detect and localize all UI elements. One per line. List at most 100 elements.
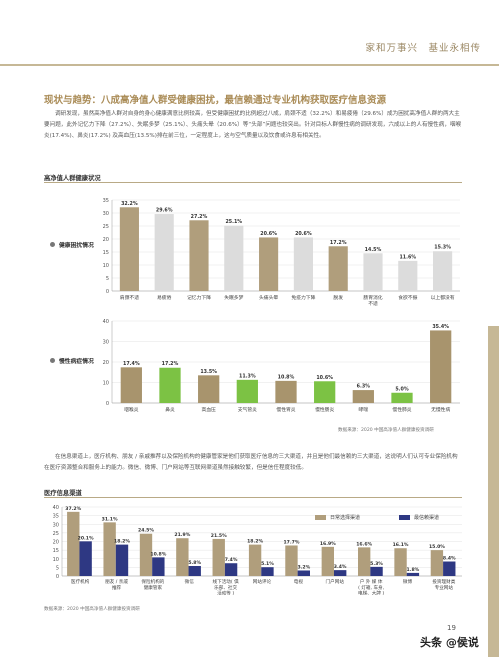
data-label: 18.2% — [247, 539, 263, 545]
x-tick-label: 医疗机构 — [71, 578, 90, 585]
y-tick-label: 40 — [103, 319, 109, 325]
y-tick-label: 0 — [106, 289, 109, 295]
x-tick-label: 保险机构的健康管家 — [141, 578, 164, 591]
y-tick-label: 25 — [53, 531, 59, 537]
y-tick-label: 35 — [53, 514, 59, 520]
bar — [224, 225, 244, 291]
subsection-health-status: 高净值人群健康状况 — [44, 175, 101, 182]
bar — [198, 375, 220, 403]
data-label: 32.2% — [121, 201, 138, 207]
health-issues-label: 健康困扰情况 — [50, 240, 94, 249]
y-tick-label: 10 — [103, 263, 109, 269]
daily-channel-bar — [67, 511, 80, 576]
data-label: 20.6% — [260, 231, 277, 237]
medical-info-channel-chart: 0 5 10 15 20 25 30 35 40 37.2% 20.1% 医疗机构 31.1% 18.2%… — [53, 505, 462, 597]
x-tick-label: 肠胃消化不适 — [363, 294, 382, 307]
trusted-channel-bar — [443, 561, 456, 576]
data-label: 15.0% — [429, 544, 445, 550]
bullet-icon — [50, 358, 55, 363]
x-tick-label: 慢性胃炎 — [276, 406, 295, 413]
data-label: 10.6% — [316, 375, 333, 381]
y-tick-label: 10 — [53, 557, 59, 563]
x-tick-label: 免疫力下降 — [291, 294, 315, 301]
x-tick-label: 慢性肺炎 — [392, 406, 411, 413]
trusted-channel-bar — [370, 566, 383, 576]
bar — [189, 220, 209, 291]
data-label: 5.8% — [188, 560, 201, 566]
x-tick-label: 失眠多梦 — [224, 294, 243, 301]
subsection-medical-info: 医疗信息渠道 — [44, 490, 82, 497]
data-label: 29.6% — [156, 208, 173, 214]
data-label: 25.1% — [225, 219, 242, 225]
y-tick-label: 25 — [103, 224, 109, 230]
bar — [236, 379, 258, 403]
y-tick-label: 5 — [56, 565, 59, 571]
intro-paragraph: 调研发现，虽然高净值人群对自身的身心健康满意比例较高，但受健康困扰的比例超过八成… — [44, 111, 462, 140]
data-label: 20.1% — [78, 535, 94, 541]
bar — [398, 260, 418, 291]
legend-swatch — [399, 515, 410, 520]
data-label: 8.4% — [443, 556, 456, 562]
chronic-disease-label: 慢性病症情况 — [50, 356, 94, 365]
x-tick-label: 微博 — [403, 578, 413, 585]
data-label: 6.3% — [357, 384, 370, 390]
section-title: 现状与趋势：八成高净值人群受健康困扰，最信赖通过专业机构获取医疗信息资源 — [44, 95, 387, 106]
y-tick-label: 35 — [103, 198, 109, 204]
data-label: 5.0% — [395, 386, 408, 392]
x-tick-label: 哮喘 — [359, 406, 369, 413]
trusted-channel-bar — [152, 557, 165, 576]
data-label: 37.2% — [65, 506, 81, 512]
data-label: 11.3% — [239, 373, 256, 379]
y-tick-label: 20 — [103, 237, 109, 243]
legend-label: 日常选择渠道 — [330, 514, 360, 521]
y-tick-label: 15 — [103, 250, 109, 256]
data-label: 21.5% — [211, 533, 227, 539]
daily-channel-bar — [139, 533, 153, 576]
trusted-channel-bar — [261, 567, 274, 576]
data-label: 5.1% — [261, 561, 274, 567]
y-tick-label: 20 — [103, 360, 109, 366]
y-tick-label: 30 — [103, 211, 109, 217]
data-label: 17.2% — [330, 240, 347, 246]
daily-channel-bar — [212, 538, 225, 576]
data-label: 24.5% — [138, 528, 154, 534]
daily-channel-bar — [103, 522, 116, 576]
daily-channel-bar — [394, 548, 407, 576]
trusted-channel-bar — [334, 570, 347, 576]
bar — [119, 207, 139, 291]
x-tick-label: 食欲不振 — [398, 294, 417, 301]
x-tick-label: 头痛头晕 — [259, 294, 278, 301]
bar — [154, 214, 174, 291]
chart-source-note: 数据来源：2020 中国高净值人群健康投资调研 — [338, 428, 434, 433]
x-tick-label: 门户网站 — [326, 578, 345, 585]
bar — [433, 251, 453, 291]
header-slogan: 家和万事兴 基业永相传 — [365, 43, 481, 54]
data-label: 16.1% — [393, 542, 409, 548]
y-tick-label: 30 — [103, 340, 109, 346]
y-tick-label: 0 — [106, 401, 109, 407]
chart-source-note: 数据来源：2020 中国高净值人群健康投资调研 — [44, 607, 140, 612]
trusted-channel-bar — [79, 541, 92, 576]
chronic-disease-label-text: 慢性病症情况 — [59, 359, 94, 365]
bar — [430, 330, 452, 403]
daily-channel-bar — [285, 545, 298, 576]
trusted-channel-bar — [224, 563, 238, 576]
page-number: 19 — [447, 624, 456, 632]
bar — [314, 381, 336, 403]
x-tick-label: 肩颈不适 — [120, 294, 139, 301]
bar — [391, 392, 413, 403]
bar — [293, 237, 313, 291]
daily-channel-bar — [430, 550, 444, 576]
data-label: 1.8% — [407, 567, 420, 573]
x-tick-label: 高血压 — [201, 406, 216, 413]
data-label: 10.8% — [150, 551, 166, 557]
x-tick-label: 支气管炎 — [238, 406, 257, 413]
x-tick-label: 记忆力下降 — [187, 294, 211, 301]
data-label: 16.6% — [356, 541, 372, 547]
x-tick-label: 易疲倦 — [157, 294, 172, 301]
bar — [120, 367, 142, 403]
bar — [275, 380, 297, 403]
health-issues-label-text: 健康困扰情况 — [59, 243, 94, 249]
x-tick-label: 朋友 / 亲戚推荐 — [105, 578, 128, 591]
